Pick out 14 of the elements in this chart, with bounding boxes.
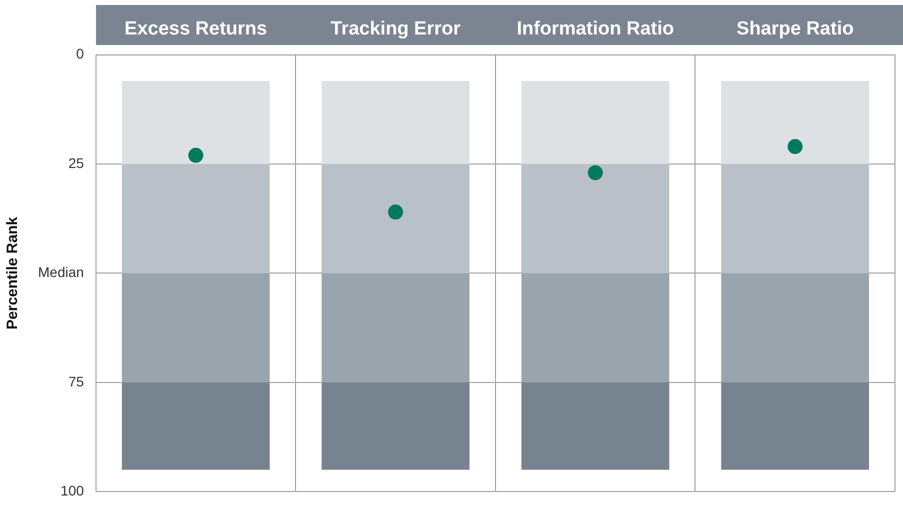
- x-tick-label: Sharpe Ratio: [736, 18, 854, 40]
- x-tick-label: Excess Returns: [124, 18, 268, 40]
- y-tick-label: 25: [68, 154, 84, 171]
- point: [788, 139, 803, 154]
- point: [388, 204, 404, 220]
- y-axis-title: Percentile Rank: [4, 216, 22, 330]
- y-tick-label: 0: [76, 46, 84, 62]
- x-tick-label: Tracking Error: [330, 18, 462, 40]
- point: [188, 148, 204, 163]
- point: [588, 165, 603, 180]
- y-tick-label: 100: [60, 482, 84, 498]
- y-tick-label: 75: [68, 373, 84, 390]
- x-tick-label: Information Ratio: [516, 18, 674, 40]
- y-tick-label: Median: [38, 264, 84, 280]
